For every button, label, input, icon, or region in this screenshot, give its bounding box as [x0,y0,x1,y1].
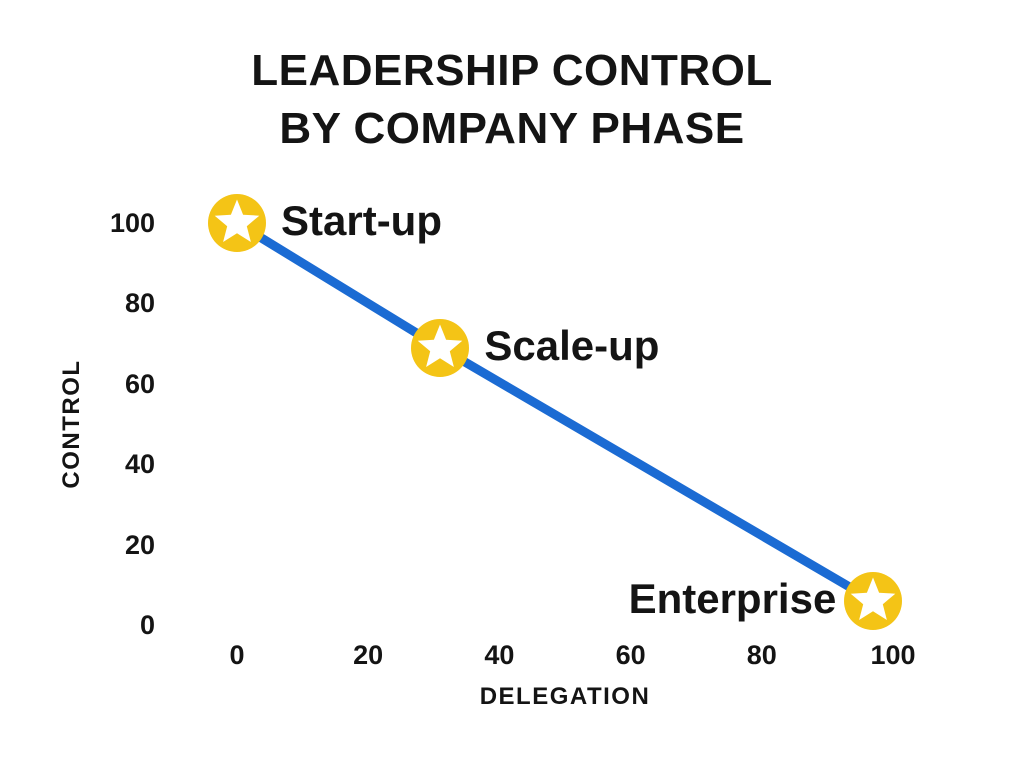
data-point-marker [411,318,470,377]
x-tick-label: 40 [484,640,515,670]
star-icon [411,318,470,377]
data-point-marker [844,571,903,630]
x-tick-label: 0 [229,640,245,670]
x-tick-label: 80 [746,640,777,670]
star-icon [208,194,266,252]
trend-line [232,218,878,606]
point-label: Start-up [281,197,442,244]
x-tick-label: 20 [353,640,384,670]
x-tick-label: 100 [870,640,916,670]
point-label: Enterprise [628,574,837,622]
y-tick-label: 60 [124,368,155,399]
chart-title: LEADERSHIP CONTROL BY COMPANY PHASE [0,42,1024,158]
point-label: Scale-up [484,321,660,369]
y-tick-label: 100 [109,208,155,238]
y-tick-label: 0 [139,610,155,640]
star-icon [844,571,903,630]
y-tick-label: 20 [124,529,155,560]
y-tick-label: 40 [124,449,155,480]
chart-title-line1: LEADERSHIP CONTROL [251,46,773,95]
chart-title-line2: BY COMPANY PHASE [279,104,745,153]
data-point-marker [208,194,266,252]
x-tick-label: 60 [615,640,646,670]
y-tick-label: 80 [124,288,155,319]
x-axis-title: DELEGATION [479,683,651,710]
